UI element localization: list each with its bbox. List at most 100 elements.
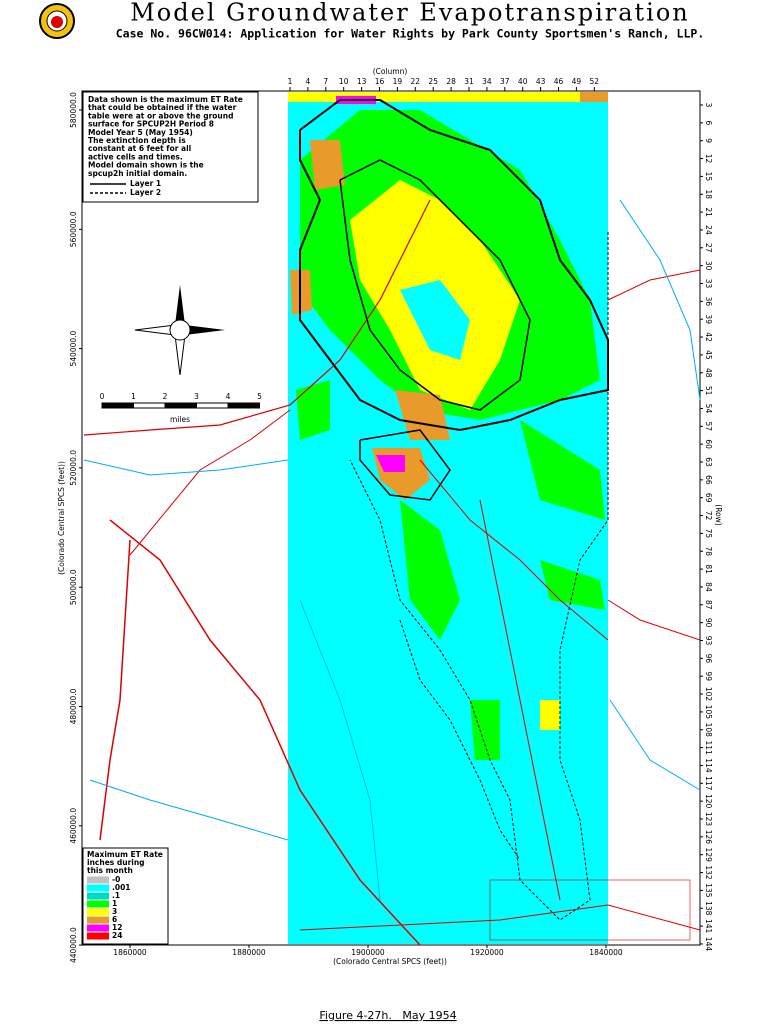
road (129, 409, 291, 556)
row-tick-label: 72 (704, 511, 713, 521)
note-line: Model Year 5 (May 1954) (88, 128, 193, 137)
scale-segment (164, 402, 197, 409)
axes: 1 4 7 10 13 16 19 22 25 28 31 34 37 40 43 46 49 523691215… (69, 77, 713, 963)
row-tick-label: 141 (704, 919, 713, 934)
et-zone (520, 420, 605, 520)
legend-swatch (87, 892, 109, 900)
road (479, 499, 561, 901)
column-tick-label: 37 (500, 77, 510, 86)
row-tick-label: 120 (704, 794, 713, 809)
layer-1-boundary (339, 159, 531, 411)
row-tick-label: 12 (704, 154, 713, 164)
compass-point (175, 285, 185, 330)
et-zone (400, 280, 470, 360)
y-tick-label: 580000.0 (69, 92, 78, 128)
road (607, 599, 701, 641)
note-line: table were at or above the ground (88, 111, 233, 120)
row-tick-label: 90 (704, 618, 713, 628)
river (83, 459, 289, 476)
row-tick-label: 132 (704, 865, 713, 880)
legend-title: Maximum ET Rate (87, 850, 163, 859)
row-tick-label: 15 (704, 172, 713, 182)
row-tick-label: 57 (704, 422, 713, 432)
column-tick-label: 7 (323, 77, 328, 86)
row-tick-label: 30 (704, 261, 713, 271)
note-line: active cells and times. (88, 152, 183, 161)
row-tick-label: 93 (704, 636, 713, 646)
y-axis-label: (Colorado Central SPCS (feet)) (57, 461, 66, 575)
x-tick-label: 1900000 (351, 948, 385, 957)
legend-label: .1 (112, 891, 120, 900)
scale-tick-label: 4 (226, 392, 231, 401)
legend-swatch (87, 916, 109, 924)
note-line: Data shown is the maximum ET Rate (88, 95, 243, 104)
et-zone (310, 140, 345, 190)
row-tick-label: 96 (704, 654, 713, 664)
legend-title: this month (87, 866, 133, 875)
row-tick-label: 54 (704, 404, 713, 414)
column-tick-label: 16 (375, 77, 385, 86)
legend-swatch (87, 924, 109, 932)
layer-2-boundary (399, 619, 521, 861)
y-tick-label: 520000.0 (69, 450, 78, 486)
column-tick-label: 52 (590, 77, 600, 86)
x-tick-label: 1840000 (589, 948, 623, 957)
row-tick-label: 114 (704, 758, 713, 773)
row-tick-label: 18 (704, 189, 713, 199)
row-tick-label: 33 (704, 279, 713, 289)
y-tick-label: 460000.0 (69, 808, 78, 844)
top-patch (580, 92, 608, 102)
subtitle: Case No. 96CW014: Application for Water … (116, 27, 705, 41)
scale-tick-label: 0 (100, 392, 105, 401)
et-zone (540, 700, 560, 730)
row-tick-label: 63 (704, 457, 713, 467)
column-tick-label: 46 (554, 77, 564, 86)
top-row (288, 92, 608, 102)
river (619, 199, 701, 401)
scale-bar: 0 1 2 3 4 5 miles (100, 392, 263, 424)
row-label: (Row) (714, 504, 723, 526)
scale-segment (227, 402, 260, 409)
row-tick-label: 105 (704, 705, 713, 720)
et-zone (540, 560, 605, 610)
row-tick-label: 6 (704, 120, 713, 125)
row-tick-label: 81 (704, 564, 713, 574)
column-tick-label: 22 (411, 77, 421, 86)
legend-label: 12 (112, 923, 122, 932)
row-tick-label: 108 (704, 723, 713, 738)
row-tick-label: 69 (704, 493, 713, 503)
row-tick-label: 138 (704, 901, 713, 916)
layer-1-boundary (359, 429, 451, 501)
legend-label: 6 (112, 915, 117, 924)
row-tick-label: 3 (704, 103, 713, 108)
note-line: surface for SPCUP2H Period 8 (88, 120, 214, 129)
row-tick-label: 45 (704, 350, 713, 360)
river (299, 599, 381, 901)
legend-swatch (87, 900, 109, 908)
column-tick-label: 34 (482, 77, 492, 86)
legend-swatch (87, 884, 109, 892)
road (99, 539, 131, 841)
row-tick-label: 135 (704, 883, 713, 898)
x-axis-label: (Colorado Central SPCS (feet)) (333, 957, 447, 966)
y-tick-label: 480000.0 (69, 688, 78, 724)
compass (134, 285, 225, 376)
row-tick-label: 24 (704, 225, 713, 235)
legend-label: 3 (112, 907, 117, 916)
column-tick-label: 13 (357, 77, 367, 86)
y-tick-label: 560000.0 (69, 211, 78, 247)
row-tick-label: 42 (704, 332, 713, 342)
legend-label: 1 (112, 899, 117, 908)
note-line: spcup2h initial domain. (88, 169, 187, 178)
scale-unit: miles (170, 415, 190, 424)
row-tick-label: 144 (704, 937, 713, 952)
layer-label: Layer 2 (130, 188, 161, 197)
row-tick-label: 60 (704, 439, 713, 449)
et-zone (395, 390, 450, 440)
et-zone (470, 700, 500, 760)
y-tick-label: 440000.0 (69, 927, 78, 963)
column-tick-label: 25 (428, 77, 438, 86)
column-tick-label: 19 (393, 77, 403, 86)
column-label: (Column) (373, 67, 408, 76)
